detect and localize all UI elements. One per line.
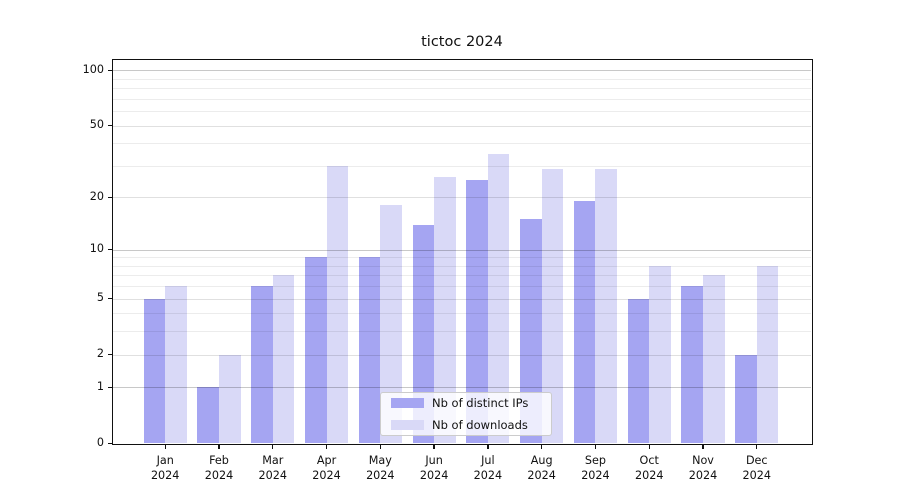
bar-downloads-may xyxy=(380,205,402,444)
x-tick-label-sep: Sep 2024 xyxy=(581,453,610,483)
x-tick-oct xyxy=(648,444,650,449)
x-tick-jun xyxy=(433,444,435,449)
x-tick-mar xyxy=(272,444,274,449)
gridline-y-30 xyxy=(113,165,811,167)
gridline-y-8 xyxy=(113,265,811,267)
gridline-y-1 xyxy=(113,387,811,389)
y-tick-0 xyxy=(107,442,113,444)
x-tick-label-aug: Aug 2024 xyxy=(527,453,556,483)
gridline-y-4 xyxy=(113,313,811,315)
legend-item-distinct-ips: Nb of distinct IPs xyxy=(391,394,551,413)
y-tick-label-1: 1 xyxy=(96,380,104,394)
x-tick-label-jul: Jul 2024 xyxy=(473,453,503,483)
bar-distinct-ips-apr xyxy=(304,257,327,444)
gridline-y-20 xyxy=(113,197,811,199)
bar-distinct-ips-jan xyxy=(143,298,166,444)
bar-downloads-mar xyxy=(272,275,295,444)
bar-distinct-ips-jun xyxy=(412,224,435,444)
y-tick-label-2: 2 xyxy=(96,347,104,361)
legend-swatch-downloads xyxy=(391,419,424,431)
y-tick-label-5: 5 xyxy=(96,291,104,305)
x-tick-label-may: May 2024 xyxy=(366,453,395,483)
x-tick-apr xyxy=(325,444,328,449)
x-tick-may xyxy=(379,444,381,449)
bar-downloads-apr xyxy=(326,165,349,444)
bar-downloads-sep xyxy=(595,168,618,444)
gridline-y-2 xyxy=(113,354,811,356)
gridline-y-90 xyxy=(113,78,811,80)
gridline-y-7 xyxy=(113,275,811,277)
bar-distinct-ips-oct xyxy=(627,298,650,444)
x-tick-label-oct: Oct 2024 xyxy=(634,453,664,483)
legend-label-distinct-ips: Nb of distinct IPs xyxy=(432,396,529,410)
x-tick-nov xyxy=(702,444,704,449)
y-tick-2 xyxy=(107,353,113,356)
gridline-y-40 xyxy=(113,143,811,145)
bar-downloads-feb xyxy=(218,354,241,444)
gridline-y-50 xyxy=(113,125,811,127)
gridline-y-10 xyxy=(113,249,811,251)
x-tick-jan xyxy=(164,444,166,449)
y-tick-label-10: 10 xyxy=(89,242,104,256)
gridline-y-5 xyxy=(113,298,811,300)
x-tick-label-jun: Jun 2024 xyxy=(419,453,449,483)
x-tick-sep xyxy=(594,444,597,449)
bar-downloads-oct xyxy=(649,265,671,444)
legend-item-downloads: Nb of downloads xyxy=(391,416,551,435)
legend-label-downloads: Nb of downloads xyxy=(432,418,528,432)
y-tick-20 xyxy=(107,196,113,198)
x-tick-dec xyxy=(756,444,758,449)
bar-downloads-jan xyxy=(165,286,187,444)
bar-downloads-jul xyxy=(487,153,510,444)
bar-distinct-ips-aug xyxy=(520,219,542,444)
x-tick-jul xyxy=(487,444,489,449)
x-tick-aug xyxy=(541,444,543,449)
gridline-y-60 xyxy=(113,111,811,113)
y-tick-1 xyxy=(107,386,113,388)
x-tick-label-jan: Jan 2024 xyxy=(150,453,180,483)
bar-distinct-ips-may xyxy=(358,257,381,444)
y-tick-100 xyxy=(107,69,113,72)
x-tick-feb xyxy=(218,444,220,449)
y-tick-5 xyxy=(107,297,113,300)
gridline-y-3 xyxy=(113,331,811,333)
bar-distinct-ips-dec xyxy=(735,354,757,444)
legend: Nb of distinct IPs Nb of downloads xyxy=(380,392,552,436)
x-tick-label-mar: Mar 2024 xyxy=(258,453,287,483)
bar-distinct-ips-mar xyxy=(251,286,273,444)
x-tick-label-dec: Dec 2024 xyxy=(742,453,771,483)
bar-distinct-ips-nov xyxy=(681,286,703,444)
x-tick-label-feb: Feb 2024 xyxy=(204,453,234,483)
plot-area xyxy=(113,61,811,444)
y-tick-10 xyxy=(107,248,113,251)
gridline-y-80 xyxy=(113,88,811,90)
bar-downloads-jun xyxy=(434,177,456,444)
y-tick-label-100: 100 xyxy=(82,63,104,77)
y-tick-50 xyxy=(107,125,113,127)
bar-downloads-dec xyxy=(756,265,779,444)
bar-distinct-ips-jul xyxy=(466,180,488,444)
y-tick-label-0: 0 xyxy=(96,436,104,450)
gridline-y-100 xyxy=(113,70,811,72)
gridline-y-6 xyxy=(113,286,811,288)
gridline-y-9 xyxy=(113,257,811,259)
bar-downloads-aug xyxy=(541,168,564,444)
x-tick-label-apr: Apr 2024 xyxy=(312,453,341,483)
gridline-y-70 xyxy=(113,98,811,100)
bar-distinct-ips-sep xyxy=(573,201,596,444)
bar-distinct-ips-feb xyxy=(197,387,219,444)
chart-title: tictoc 2024 xyxy=(421,34,503,50)
y-tick-label-20: 20 xyxy=(89,190,104,204)
bar-downloads-nov xyxy=(703,275,725,444)
y-tick-label-50: 50 xyxy=(89,118,104,132)
legend-swatch-distinct-ips xyxy=(391,397,424,409)
x-tick-label-nov: Nov 2024 xyxy=(688,453,718,483)
